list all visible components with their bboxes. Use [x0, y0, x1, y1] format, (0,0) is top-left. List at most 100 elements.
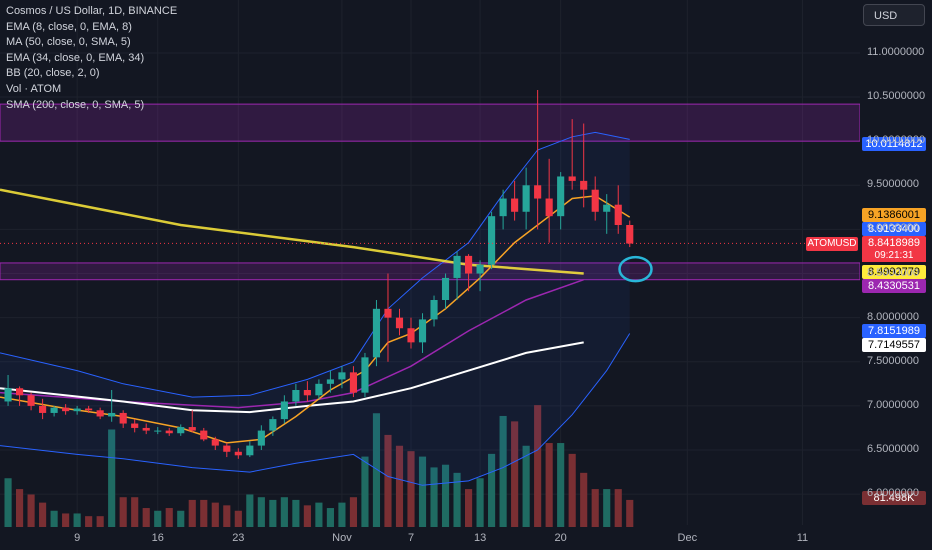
sma200-line [0, 188, 584, 275]
y-tick-label: 7.5000000 [867, 354, 919, 367]
volume-bar [338, 502, 346, 527]
volume-bar [4, 478, 12, 527]
candles[interactable] [4, 90, 634, 459]
volume-bar [73, 513, 81, 527]
legend-ma50[interactable]: MA (50, close, 0, SMA, 5) [6, 36, 131, 49]
candle-body [499, 198, 507, 217]
volume-bar [476, 478, 484, 527]
supply-demand-zones [0, 103, 861, 281]
volume-bar [315, 502, 323, 527]
price-zone [0, 103, 861, 142]
sma200-price-tag: 8.4992779 [862, 265, 926, 279]
volume-bar [557, 443, 565, 527]
volume-bar [441, 464, 450, 527]
legend-ema34[interactable]: EMA (34, close, 0, EMA, 34) [6, 51, 145, 64]
volume-bar [177, 510, 185, 527]
symbol-title[interactable]: Cosmos / US Dollar, 1D, BINANCE [6, 5, 178, 17]
volume-bar [16, 489, 24, 527]
candle-body [580, 180, 588, 190]
volume-bar [326, 508, 334, 527]
candle-body [418, 319, 427, 343]
volume-bar [234, 510, 242, 527]
candle-body [62, 407, 70, 412]
candle-body [50, 407, 58, 413]
x-tick-label: 13 [473, 532, 487, 544]
volume-bar [349, 497, 358, 527]
candle-body [545, 198, 553, 217]
candle-body [27, 395, 35, 406]
volume-bar [165, 508, 173, 527]
ma50-price-tag: 8.4330531 [862, 279, 926, 293]
legend: Cosmos / US Dollar, 1D, BINANCE EMA (8, … [6, 4, 177, 113]
annotations[interactable] [0, 242, 860, 283]
y-tick-label: 10.5000000 [867, 90, 926, 103]
volume-bar [96, 516, 104, 527]
volume-bar [303, 505, 311, 527]
candle-body [534, 185, 542, 199]
volume-bar [269, 499, 277, 527]
candle-body [511, 198, 519, 212]
candle-countdown: 09:21:31 [862, 249, 926, 262]
candle-body [303, 390, 311, 396]
candle-body [361, 357, 369, 393]
y-tick-label: 10.0000000 [867, 134, 926, 147]
volume-bar [39, 502, 47, 527]
volume-bar [534, 405, 542, 527]
candle-body [234, 451, 242, 456]
volume-bar [292, 499, 300, 527]
candle-body [557, 176, 565, 217]
volume-bar [614, 489, 622, 527]
ema34-price-tag: 7.7149557 [862, 338, 926, 352]
volume-bar [522, 445, 530, 527]
highlight-circle [618, 255, 653, 283]
candle-body [430, 300, 438, 320]
legend-volume[interactable]: Vol · ATOM [6, 82, 62, 95]
candle-body [200, 430, 208, 440]
volume-bar [407, 451, 415, 527]
volume-bars [4, 405, 634, 527]
volume-bar [568, 453, 576, 527]
candle-body [119, 412, 127, 424]
candle-body [453, 255, 461, 278]
x-tick-label: Dec [677, 532, 698, 544]
bb-lower-price-tag: 7.8151989 [862, 324, 926, 338]
legend-bollinger[interactable]: BB (20, close, 2, 0) [6, 67, 100, 80]
volume-bar [108, 429, 116, 527]
volume-bar [499, 415, 507, 527]
candle-body [269, 419, 277, 431]
legend-ema8[interactable]: EMA (8, close, 0, EMA, 8) [6, 20, 132, 33]
currency-selector-button[interactable]: USD [863, 4, 925, 26]
candle-body [73, 408, 81, 412]
ema34-line [0, 341, 584, 414]
candle-body [154, 430, 162, 432]
candle-body [39, 405, 47, 413]
candle-body [349, 372, 358, 393]
volume-bar [119, 497, 127, 527]
volume-bar [453, 472, 461, 527]
bb-upper-price-tag: 8.9133400 [862, 222, 926, 236]
legend-sma200[interactable]: SMA (200, close, 0, SMA, 5) [6, 98, 145, 111]
candle-body [326, 379, 334, 384]
candle-body [488, 216, 496, 265]
volume-bar [603, 489, 611, 527]
candle-body [464, 255, 473, 274]
y-tick-label: 9.5000000 [867, 178, 919, 191]
volume-bar [580, 472, 588, 527]
candle-body [441, 277, 450, 300]
candle-body [188, 427, 196, 431]
symbol-price-tag: ATOMUSD [806, 237, 858, 251]
volume-bar [257, 497, 265, 527]
volume-bar [372, 413, 381, 527]
candle-body [315, 383, 323, 396]
price-axis[interactable] [860, 0, 932, 525]
volume-bar [211, 502, 219, 527]
zone-top-price-tag: 10.0114812 [862, 137, 926, 151]
bollinger-lower-line [0, 333, 631, 486]
volume-bar [464, 489, 473, 527]
x-tick-label: Nov [332, 532, 352, 544]
candle-body [603, 204, 611, 212]
volume-bar [430, 467, 438, 527]
volume-bar [361, 456, 369, 527]
volume-bar [488, 453, 496, 527]
